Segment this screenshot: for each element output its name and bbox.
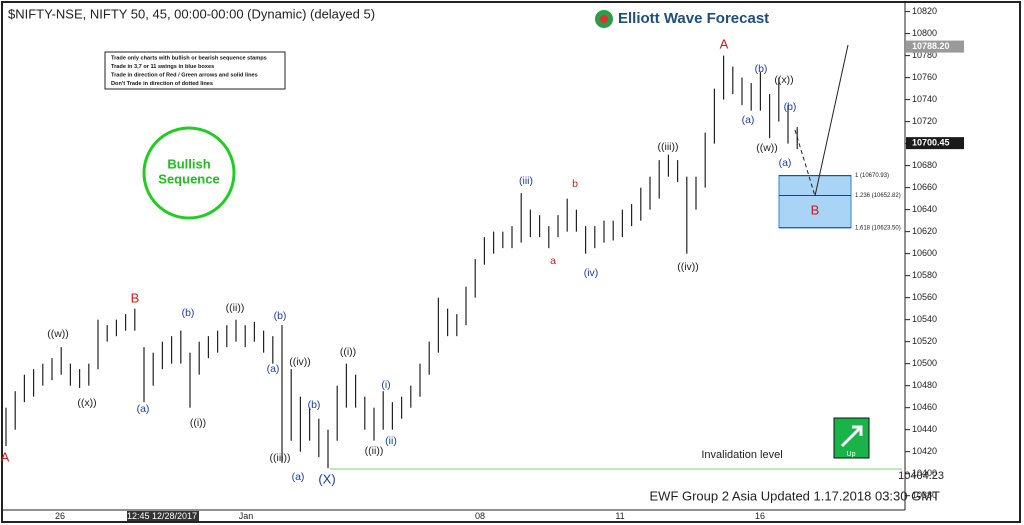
wave-label: ((i)) — [190, 417, 206, 429]
price-tag — [906, 137, 964, 150]
wave-label: (b) — [784, 101, 797, 113]
wave-label: ((w)) — [47, 328, 69, 340]
wave-label: b — [572, 178, 578, 190]
wave-label: A — [720, 36, 729, 51]
wave-label: ((w)) — [756, 142, 778, 154]
wave-label: (iv) — [584, 267, 599, 279]
footer: EWF Group 2 Asia Updated 1.17.2018 03:30… — [650, 488, 941, 503]
y-tick-label: 10620 — [912, 226, 937, 236]
price-tag-label: 10788.20 — [912, 41, 950, 51]
wave-label: (iii) — [519, 175, 533, 187]
wave-label: ((i)) — [340, 346, 356, 358]
rules-box — [104, 51, 286, 90]
fib-label: 1.618 (10623.50) — [855, 225, 901, 231]
wave-label: (a) — [742, 114, 755, 126]
invalidation-value: 10404.23 — [898, 470, 944, 482]
logo: Elliott Wave Forecast — [595, 10, 769, 28]
y-tick-label: 10400 — [912, 468, 937, 478]
y-tick-label: 10440 — [912, 424, 937, 434]
fib-label: 1 (10670.93) — [855, 173, 889, 179]
plot: 10380 10400 10420 10440 10460 10480 10500 10520… — [1, 6, 964, 521]
brand-name: Elliott Wave Forecast — [618, 10, 769, 27]
y-tick-label: 10420 — [912, 446, 937, 456]
y-tick-label: 10780 — [912, 50, 937, 60]
wave-label: ((x)) — [774, 74, 793, 86]
price-tag — [906, 40, 964, 53]
signal-text: Up — [847, 451, 856, 458]
wave-label: a — [550, 255, 556, 267]
y-tick-label: 10680 — [912, 160, 937, 170]
y-tick-label: 10800 — [912, 28, 937, 38]
y-tick-label: 10520 — [912, 336, 937, 346]
wave-label: (a) — [292, 471, 305, 483]
invalidation-text: Invalidation level — [701, 449, 782, 461]
wave-label: ((ii)) — [226, 302, 245, 314]
x-tick-label: 26 — [55, 511, 65, 521]
wave-label: (a) — [137, 403, 150, 415]
y-tick-label: 10820 — [912, 6, 937, 16]
wave-label: (b) — [274, 310, 287, 322]
wave-label: (X) — [318, 471, 335, 486]
wave-label: (ii) — [385, 435, 397, 447]
wave-label: (b) — [755, 63, 768, 75]
y-tick-label: 10380 — [912, 490, 937, 500]
wave-label: (b) — [308, 399, 321, 411]
wave-label: (a) — [779, 157, 792, 169]
x-tick-label: 11 — [615, 511, 624, 521]
y-tick-label: 10480 — [912, 380, 937, 390]
projection-solid — [814, 44, 849, 197]
x-tick-label: 12:45 12/28/2017 — [127, 511, 197, 521]
y-tick-label: 10600 — [912, 248, 937, 258]
x-tick-label: 08 — [475, 511, 485, 521]
wave-label: (b) — [182, 307, 195, 319]
wave-label: (a) — [267, 363, 280, 375]
sequence-stamp — [142, 126, 236, 220]
price-tag-label: 10700.45 — [912, 138, 950, 148]
rule-text: Don't Trade in direction of dotted lines — [111, 81, 213, 87]
wave-label: ((iv)) — [677, 261, 699, 273]
x-tick-label: Jan — [239, 511, 254, 521]
wave-label: ((iii)) — [270, 452, 291, 464]
y-tick-label: 10580 — [912, 270, 937, 280]
wave-label: ((iii)) — [658, 141, 679, 153]
wave-label: B — [811, 202, 820, 217]
y-tick-label: 10740 — [912, 94, 937, 104]
fib-label: 1.236 (10652.82) — [855, 193, 901, 199]
rule-text: Trade only charts with bullish or bearis… — [111, 55, 267, 61]
wave-label: A — [1, 449, 10, 464]
y-tick-label: 10760 — [912, 72, 937, 82]
crosshair-time-box — [127, 511, 199, 521]
y-tick-label: 10720 — [912, 116, 937, 126]
stamp-text: Bullish — [167, 156, 210, 171]
rules: Trade only charts with bullish or bearis… — [111, 55, 267, 87]
y-tick-label: 10460 — [912, 402, 937, 412]
wave-label: B — [131, 290, 140, 305]
y-tick-label: 10640 — [912, 204, 937, 214]
x-tick-label: 16 — [755, 511, 765, 521]
signal-arrow — [840, 425, 863, 448]
signal-icon: Up — [833, 417, 870, 459]
rule-text: Trade in direction of Red / Green arrows… — [111, 72, 258, 78]
stamp-text: Sequence — [158, 171, 219, 186]
wave-label: ((x)) — [77, 397, 96, 409]
wave-label: ((ii)) — [365, 445, 384, 457]
y-tick-label: 10660 — [912, 182, 937, 192]
wave-label: ((iv)) — [289, 356, 311, 368]
logo-icon-dot — [600, 15, 608, 23]
y-tick-label: 10500 — [912, 358, 937, 368]
projection-dotted — [794, 129, 816, 197]
y-tick-label: 10560 — [912, 292, 937, 302]
rule-text: Trade in 3,7 or 11 swings in blue boxes — [111, 64, 214, 70]
chart-title: $NIFTY-NSE, NIFTY 50, 45, 00:00-00:00 (D… — [8, 6, 375, 21]
wave-label: (i) — [381, 379, 390, 391]
y-tick-label: 10540 — [912, 314, 937, 324]
